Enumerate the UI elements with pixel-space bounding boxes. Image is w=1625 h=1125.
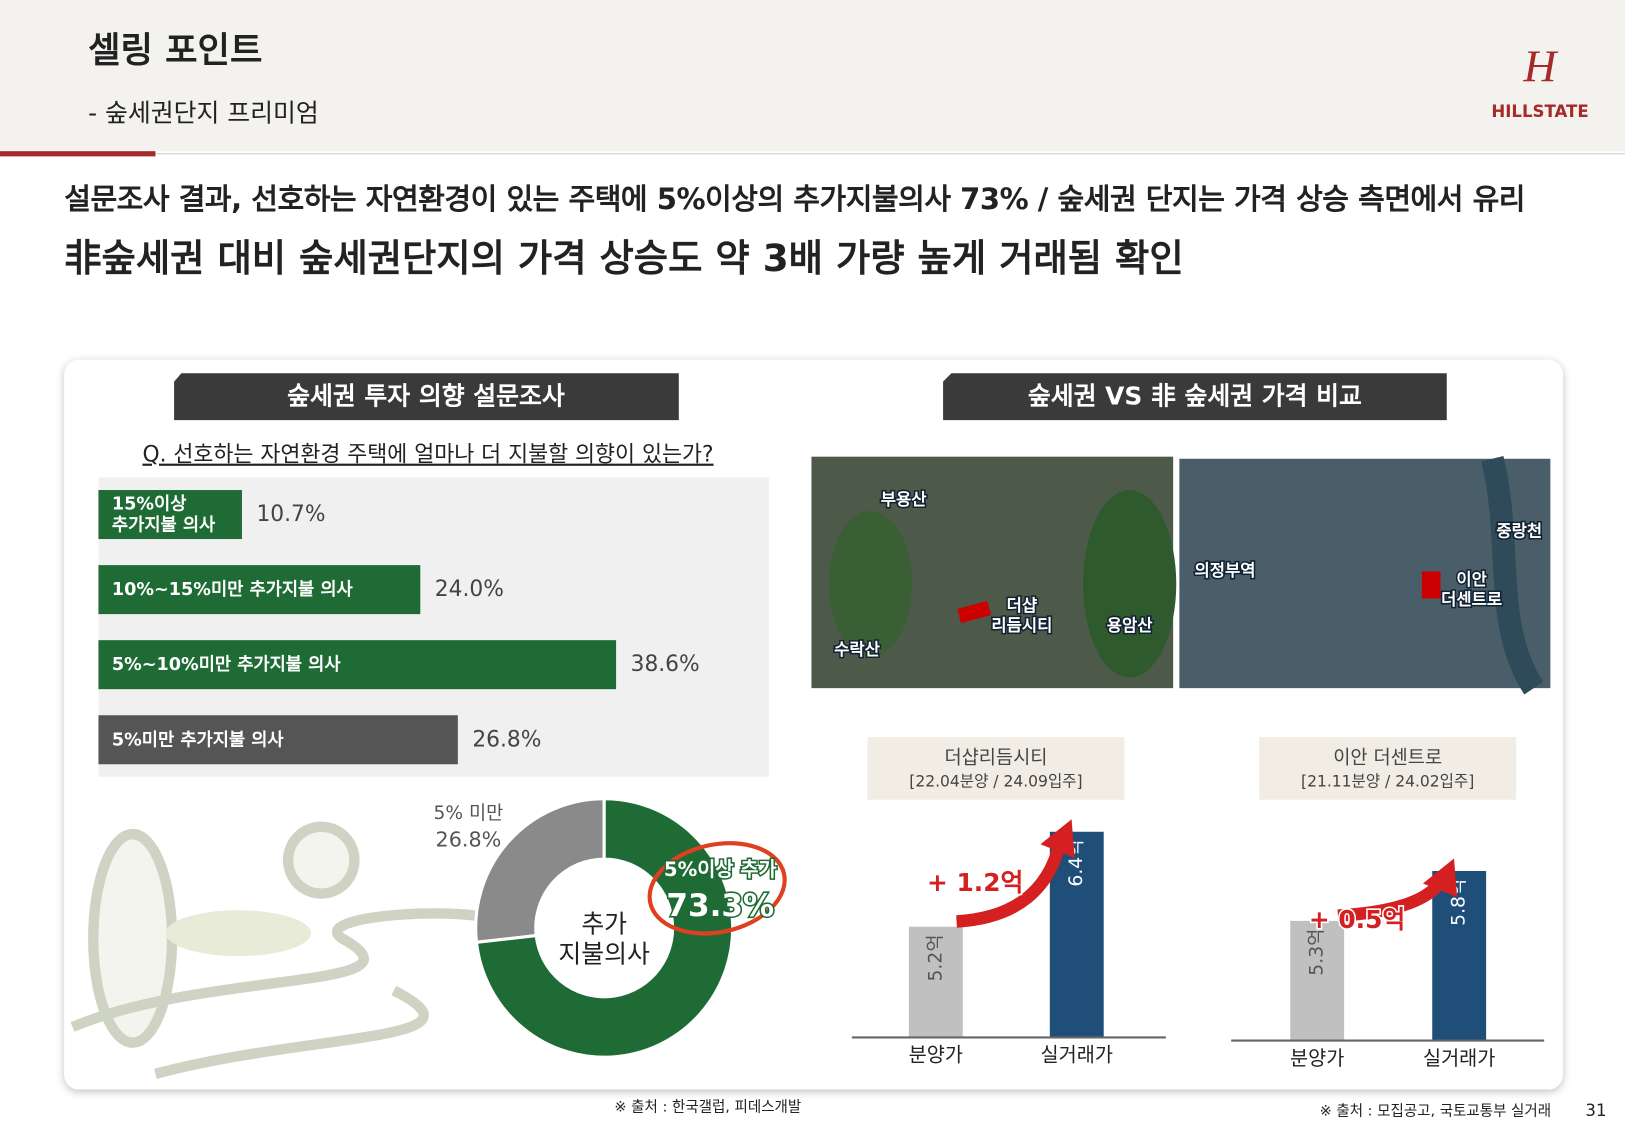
chart-name: 이안 더센트로 — [1333, 747, 1442, 768]
bar — [98, 565, 421, 615]
donut-slice — [474, 797, 606, 945]
logo-mark: H — [1523, 40, 1560, 91]
bar — [98, 490, 242, 540]
road — [70, 908, 489, 1032]
section-title: 숲세권 VS 非 숲세권 가격 비교 — [1028, 381, 1362, 410]
bar — [1432, 871, 1487, 1041]
chart-name: 더샵리듬시티 — [944, 747, 1047, 768]
bush — [165, 910, 311, 957]
value-label: 38.6% — [631, 652, 700, 677]
bar — [98, 715, 458, 765]
bar-label: 15%이상 추가지불 의사 — [112, 493, 216, 535]
donut-value: 73.3% — [666, 888, 774, 924]
value-label: 5.2억 — [925, 934, 946, 981]
subtitle: - 숲세권단지 프리미엄 — [88, 99, 319, 128]
chart-period: [21.11분양 / 24.02입주] — [1301, 772, 1474, 790]
map-river — [1481, 455, 1544, 695]
chart-period: [22.04분양 / 24.09입주] — [909, 772, 1082, 790]
headline: 설문조사 결과, 선호하는 자연환경이 있는 주택에 5%이상의 추가지불의사 … — [64, 182, 1525, 216]
header-accent — [0, 151, 156, 157]
diff-label: + 0.5억 — [1309, 905, 1405, 934]
x-tick-label: 실거래가 — [1041, 1044, 1113, 1067]
title: 셀링 포인트 — [88, 30, 262, 71]
donut-value: 26.8% — [436, 827, 502, 851]
bar — [98, 640, 617, 690]
section-header — [943, 373, 1447, 421]
map-label: 의정부역 — [1194, 561, 1255, 580]
map-label: 중랑천 — [1496, 521, 1542, 540]
map-forest — [1082, 490, 1177, 678]
map-label: 더샵 리듬시티 — [991, 596, 1052, 635]
headline: 非숲세권 대비 숲세권단지의 가격 상승도 약 3배 가량 높게 거래됨 확인 — [64, 236, 1183, 280]
arrow-head — [1422, 858, 1458, 898]
bar-label: 5%미만 추가지불 의사 — [112, 729, 284, 750]
source: ※ 출처 : 모집공고, 국토교통부 실거래 — [1320, 1102, 1552, 1119]
arrow-head — [1040, 819, 1075, 858]
map-label: 용암산 — [1107, 616, 1153, 635]
landscape — [70, 821, 489, 1079]
x-tick-label: 실거래가 — [1423, 1047, 1495, 1070]
section-title: 숲세권 투자 의향 설문조사 — [287, 381, 565, 410]
map-label: 부용산 — [881, 490, 927, 509]
value-label: 26.8% — [472, 727, 541, 752]
value-label: 5.3억 — [1307, 929, 1328, 976]
road — [154, 985, 429, 1079]
highlight-ring — [647, 841, 787, 936]
page-number: 31 — [1585, 1101, 1606, 1120]
header-line — [155, 153, 1625, 155]
map-marker — [1421, 571, 1441, 599]
bar-label: 10%~15%미만 추가지불 의사 — [112, 579, 354, 600]
map-label: 이안 더센트로 — [1441, 570, 1502, 609]
diff-label: + 1.2억 — [927, 868, 1023, 897]
map-label: 수락산 — [834, 640, 880, 659]
value-label: 10.7% — [256, 502, 325, 527]
bar-label: 5%~10%미만 추가지불 의사 — [112, 654, 341, 675]
chart-label-box — [867, 737, 1125, 800]
section-header — [174, 373, 679, 421]
logo: HILLSTATE — [1491, 102, 1588, 121]
map-marker — [957, 600, 992, 624]
source: ※ 출처 : 한국갤럽, 피데스개발 — [614, 1098, 801, 1115]
donut-label: 5% 미만 — [434, 803, 504, 824]
question: Q. 선호하는 자연환경 주택에 얼마나 더 지불할 의향이 있는가? — [142, 443, 713, 468]
x-tick-label: 분양가 — [909, 1044, 963, 1067]
chart-label-box — [1259, 737, 1517, 800]
map-forest — [829, 510, 912, 657]
header-band — [0, 0, 1625, 152]
x-tick-label: 분양가 — [1290, 1047, 1344, 1070]
tree — [282, 821, 360, 899]
donut-label: 5%이상 추가 — [664, 858, 777, 881]
trend-arrow — [956, 835, 1068, 928]
value-label: 24.0% — [435, 577, 504, 602]
donut-center: 추가 지불의사 — [558, 909, 650, 968]
bar — [908, 926, 963, 1038]
bar — [1290, 920, 1345, 1041]
